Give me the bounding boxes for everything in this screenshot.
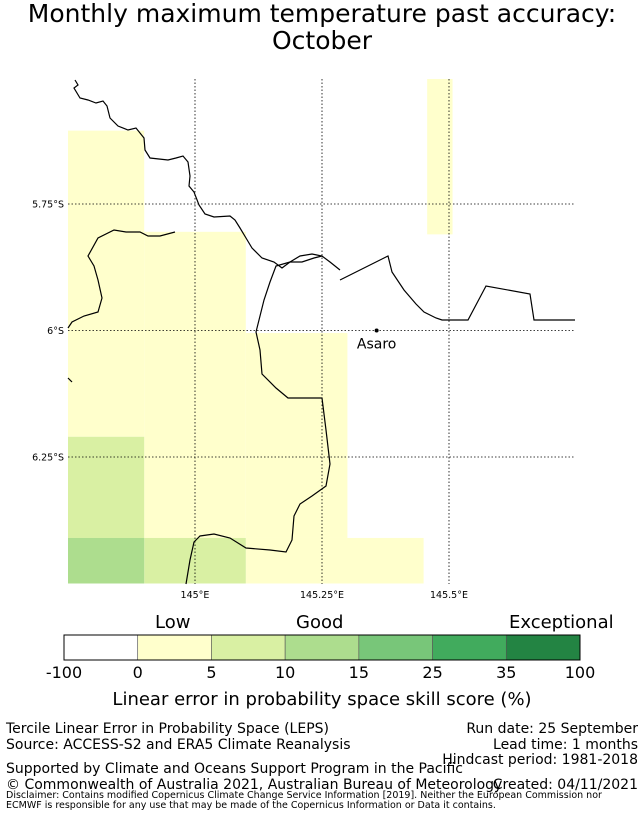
lat-tick-label: 6.25°S bbox=[32, 453, 64, 464]
colorbar-segment-6 bbox=[432, 634, 507, 661]
colorbar-segment-1 bbox=[63, 634, 139, 661]
colorbar-axis-title: Linear error in probability space skill … bbox=[112, 689, 532, 710]
coastline-north bbox=[73, 79, 341, 271]
colorbar-tick-7: 35 bbox=[496, 663, 517, 682]
skill-cell-4 bbox=[245, 333, 348, 538]
skill-cell-6 bbox=[68, 436, 145, 538]
colorbar bbox=[63, 634, 581, 661]
colorbar-segment-2 bbox=[137, 634, 212, 661]
colorbar-tick-8: 100 bbox=[564, 663, 596, 682]
coastline-west-tip bbox=[67, 377, 73, 383]
axis-tick-labels: 145°E 145.25°E 145.5°E 5.75°S 6°S 6.25°S bbox=[32, 200, 468, 602]
footer-hindcast: Hindcast period: 1981-2018 bbox=[442, 752, 638, 768]
colorbar-tick-5: 15 bbox=[348, 663, 370, 682]
colorbar-segment-5 bbox=[358, 634, 433, 661]
asaro-label: Asaro bbox=[357, 337, 396, 353]
colorbar-segment-3 bbox=[211, 634, 286, 661]
lon-tick-label: 145.25°E bbox=[300, 590, 344, 601]
legend-category-low: Low bbox=[155, 612, 191, 633]
skill-cell-8 bbox=[68, 537, 145, 584]
lat-tick-label: 6°S bbox=[47, 326, 64, 337]
coastline-east bbox=[339, 255, 575, 321]
asaro-dot bbox=[374, 328, 379, 333]
footer-support: Supported by Climate and Oceans Support … bbox=[6, 761, 464, 777]
footer-copyright: © Commonwealth of Australia 2021, Austra… bbox=[6, 777, 503, 793]
footer-run-date: Run date: 25 September bbox=[466, 721, 638, 737]
lat-tick-label: 5.75°S bbox=[32, 200, 64, 211]
title-line-1: Monthly maximum temperature past accurac… bbox=[27, 0, 617, 28]
chart-title: Monthly maximum temperature past accurac… bbox=[0, 0, 644, 54]
footer-method: Tercile Linear Error in Probability Spac… bbox=[6, 721, 329, 737]
colorbar-tick-6: 25 bbox=[422, 663, 443, 682]
skill-score-cells bbox=[68, 79, 453, 584]
lon-tick-label: 145°E bbox=[181, 590, 210, 601]
colorbar-tick-1: -100 bbox=[45, 663, 83, 682]
footer-disclaimer: Disclaimer: Contains modified Copernicus… bbox=[6, 790, 602, 811]
legend-category-exceptional: Exceptional bbox=[509, 612, 614, 633]
footer-lead-time: Lead time: 1 months bbox=[493, 737, 638, 753]
title-line-2: October bbox=[271, 26, 373, 55]
colorbar-segment-7 bbox=[505, 634, 581, 661]
colorbar-segment-4 bbox=[284, 634, 360, 661]
colorbar-tick-4: 10 bbox=[274, 663, 296, 682]
coastline bbox=[67, 79, 575, 585]
gridlines bbox=[68, 79, 575, 584]
colorbar-frame bbox=[63, 634, 581, 661]
coastline-west bbox=[67, 229, 176, 329]
border-line bbox=[185, 255, 331, 585]
colorbar-tick-3: 5 bbox=[206, 663, 217, 682]
skill-cell-5 bbox=[245, 537, 424, 584]
footer-created: Created: 04/11/2021 bbox=[492, 777, 638, 793]
skill-cell-1 bbox=[427, 79, 453, 235]
footer-source: Source: ACCESS-S2 and ERA5 Climate Reana… bbox=[6, 737, 351, 753]
lon-tick-label: 145.5°E bbox=[430, 590, 468, 601]
skill-cell-2 bbox=[68, 130, 145, 437]
place-marker: Asaro bbox=[357, 328, 396, 353]
legend-category-good: Good bbox=[296, 612, 344, 633]
colorbar-tick-2: 0 bbox=[132, 663, 143, 682]
